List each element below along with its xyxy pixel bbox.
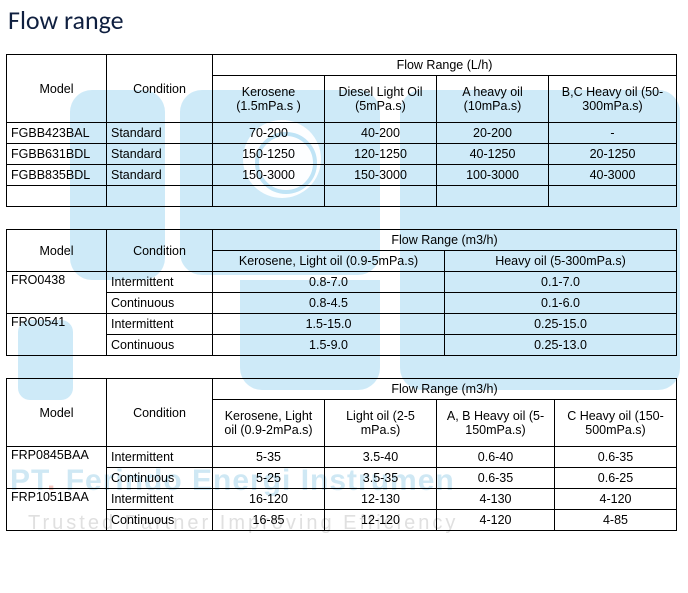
cell-cond: Intermittent — [107, 447, 213, 468]
cell: 16-85 — [213, 510, 325, 531]
flow-table-2: Model Condition Flow Range (m3/h) Kerose… — [6, 229, 677, 356]
cell: 40-3000 — [549, 165, 677, 186]
subhead: Heavy oil (5-300mPa.s) — [445, 251, 677, 272]
cell-model: FGBB423BAL — [7, 123, 107, 144]
cell: 0.6-40 — [437, 447, 555, 468]
cell: 0.6-35 — [555, 447, 677, 468]
cell-cond: Continuous — [107, 510, 213, 531]
cell: 20-1250 — [549, 144, 677, 165]
cell-model: FRO0541 — [7, 314, 107, 356]
cell-cond: Standard — [107, 123, 213, 144]
subhead: A, B Heavy oil (5-150mPa.s) — [437, 400, 555, 447]
col-condition: Condition — [107, 230, 213, 272]
cell: 0.8-4.5 — [213, 293, 445, 314]
cell-cond: Continuous — [107, 468, 213, 489]
col-flowrange: Flow Range (m3/h) — [213, 379, 677, 400]
cell-cond: Continuous — [107, 335, 213, 356]
subhead: A heavy oil (10mPa.s) — [437, 76, 549, 123]
cell: 40-200 — [325, 123, 437, 144]
cell: 40-1250 — [437, 144, 549, 165]
cell: 0.8-7.0 — [213, 272, 445, 293]
table-row: Continuous 5-25 3.5-35 0.6-35 0.6-25 — [7, 468, 677, 489]
table-row: Model Condition Flow Range (m3/h) — [7, 230, 677, 251]
table-row: FGBB631BDL Standard 150-1250 120-1250 40… — [7, 144, 677, 165]
cell: 150-1250 — [213, 144, 325, 165]
cell-cond: Standard — [107, 144, 213, 165]
cell: 3.5-40 — [325, 447, 437, 468]
cell: 4-120 — [437, 510, 555, 531]
cell-cond: Intermittent — [107, 489, 213, 510]
cell: 1.5-9.0 — [213, 335, 445, 356]
cell: 70-200 — [213, 123, 325, 144]
page-title: Flow range — [8, 4, 688, 36]
cell: 150-3000 — [325, 165, 437, 186]
cell: 20-200 — [437, 123, 549, 144]
cell: 0.1-6.0 — [445, 293, 677, 314]
cell: 1.5-15.0 — [213, 314, 445, 335]
cell-empty — [7, 186, 107, 207]
col-model: Model — [7, 55, 107, 123]
cell-model: FRP0845BAA — [7, 447, 107, 489]
cell: 120-1250 — [325, 144, 437, 165]
cell: 3.5-35 — [325, 468, 437, 489]
cell: 0.25-13.0 — [445, 335, 677, 356]
cell: 100-3000 — [437, 165, 549, 186]
cell-model: FGBB835BDL — [7, 165, 107, 186]
table-row: FGBB835BDL Standard 150-3000 150-3000 10… — [7, 165, 677, 186]
cell: 0.6-35 — [437, 468, 555, 489]
col-model: Model — [7, 379, 107, 447]
table-row: Continuous 16-85 12-120 4-120 4-85 — [7, 510, 677, 531]
cell-cond: Intermittent — [107, 314, 213, 335]
col-model: Model — [7, 230, 107, 272]
cell: 16-120 — [213, 489, 325, 510]
subhead: Kerosene, Light oil (0.9-2mPa.s) — [213, 400, 325, 447]
cell-cond: Continuous — [107, 293, 213, 314]
col-flowrange: Flow Range (m3/h) — [213, 230, 677, 251]
cell: 5-35 — [213, 447, 325, 468]
subhead: Diesel Light Oil (5mPa.s) — [325, 76, 437, 123]
cell: 5-25 — [213, 468, 325, 489]
flow-table-1: Model Condition Flow Range (L/h) Kerosen… — [6, 54, 677, 207]
cell: 0.6-25 — [555, 468, 677, 489]
subhead: Kerosene (1.5mPa.s ) — [213, 76, 325, 123]
subhead: Kerosene, Light oil (0.9-5mPa.s) — [213, 251, 445, 272]
flow-table-3: Model Condition Flow Range (m3/h) Kerose… — [6, 378, 677, 531]
cell: 150-3000 — [213, 165, 325, 186]
subhead: B,C Heavy oil (50-300mPa.s) — [549, 76, 677, 123]
cell: 12-130 — [325, 489, 437, 510]
cell-empty — [325, 186, 437, 207]
cell: 4-130 — [437, 489, 555, 510]
cell-empty — [107, 186, 213, 207]
subhead: C Heavy oil (150-500mPa.s) — [555, 400, 677, 447]
table-row: FRO0541 Intermittent 1.5-15.0 0.25-15.0 — [7, 314, 677, 335]
table-row: Continuous 1.5-9.0 0.25-13.0 — [7, 335, 677, 356]
subhead: Light oil (2-5 mPa.s) — [325, 400, 437, 447]
col-condition: Condition — [107, 379, 213, 447]
cell: 0.1-7.0 — [445, 272, 677, 293]
table-row: FRP0845BAA Intermittent 5-35 3.5-40 0.6-… — [7, 447, 677, 468]
table-row: Continuous 0.8-4.5 0.1-6.0 — [7, 293, 677, 314]
content: Flow range Model Condition Flow Range (L… — [0, 0, 688, 531]
cell: 0.25-15.0 — [445, 314, 677, 335]
table-row: Model Condition Flow Range (m3/h) — [7, 379, 677, 400]
cell-model: FGBB631BDL — [7, 144, 107, 165]
table-row: Model Condition Flow Range (L/h) — [7, 55, 677, 76]
cell-cond: Standard — [107, 165, 213, 186]
col-condition: Condition — [107, 55, 213, 123]
cell: 4-85 — [555, 510, 677, 531]
cell: - — [549, 123, 677, 144]
cell-empty — [213, 186, 325, 207]
col-flowrange: Flow Range (L/h) — [213, 55, 677, 76]
table-row: FRP1051BAA Intermittent 16-120 12-130 4-… — [7, 489, 677, 510]
table-row: FGBB423BAL Standard 70-200 40-200 20-200… — [7, 123, 677, 144]
cell-empty — [549, 186, 677, 207]
cell: 12-120 — [325, 510, 437, 531]
cell-cond: Intermittent — [107, 272, 213, 293]
table-row — [7, 186, 677, 207]
table-row: FRO0438 Intermittent 0.8-7.0 0.1-7.0 — [7, 272, 677, 293]
cell-empty — [437, 186, 549, 207]
cell: 4-120 — [555, 489, 677, 510]
cell-model: FRO0438 — [7, 272, 107, 314]
cell-model: FRP1051BAA — [7, 489, 107, 531]
